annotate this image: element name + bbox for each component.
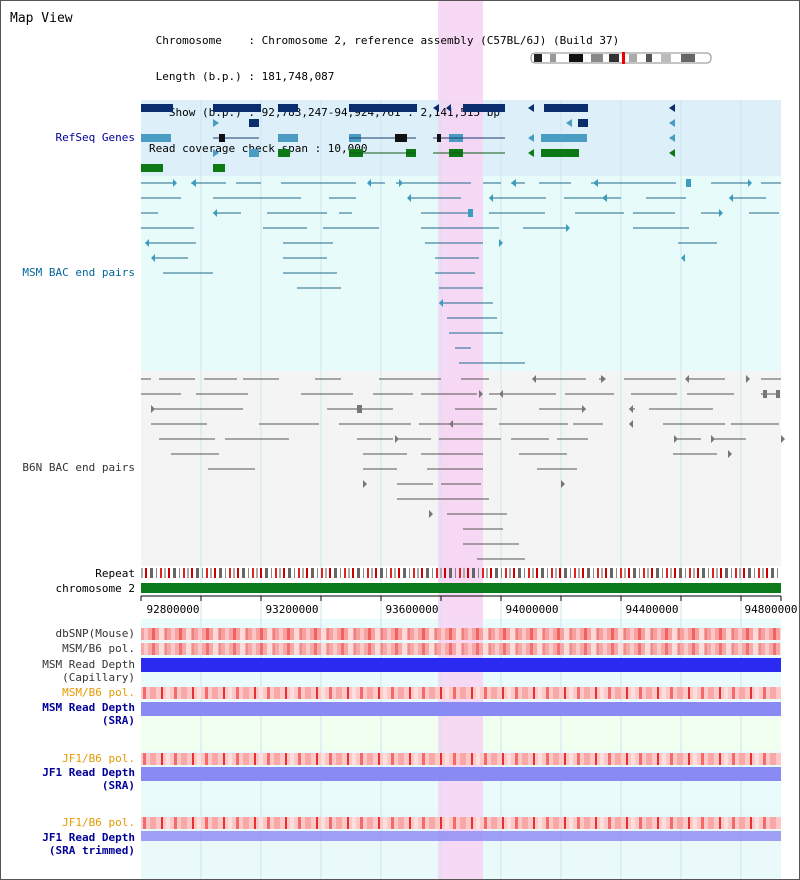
axis-tick-label: 93200000 (265, 603, 319, 616)
track-label-sra-trimmed: (SRA trimmed) (48, 844, 135, 857)
track-label-msm-b6-pol-2[interactable]: MSM/B6 pol. (62, 686, 135, 699)
axis-tick-label: 92800000 (146, 603, 200, 616)
track-label-msm-bac[interactable]: MSM BAC end pairs (22, 266, 135, 279)
track-label-msm-read-depth[interactable]: MSM Read Depth (42, 658, 135, 671)
axis-tick-label: 94400000 (625, 603, 679, 616)
track-label-dbsnp[interactable]: dbSNP(Mouse) (55, 627, 135, 640)
track-label-msm-read-depth-sra[interactable]: MSM Read Depth (42, 701, 135, 714)
track-label-sra: (SRA) (101, 714, 135, 727)
axis-tick-label: 93600000 (385, 603, 439, 616)
info-line: Length (b.p.) : 181,748,087 (149, 70, 335, 83)
track-label-refseq[interactable]: RefSeq Genes (55, 131, 135, 144)
info-line: Read coverage check span : 10,000 (149, 142, 368, 155)
track-label-repeat[interactable]: Repeat (95, 567, 135, 580)
track-label-jf1-read-depth-trimmed[interactable]: JF1 Read Depth (42, 831, 135, 844)
chromosome-bar[interactable] (141, 583, 781, 593)
page-title: Map View (10, 11, 73, 26)
info-line: Chromosome : Chromosome 2, reference ass… (149, 34, 620, 47)
track-label-jf1-read-depth-sra[interactable]: JF1 Read Depth (42, 766, 135, 779)
track-label-chromosome[interactable]: chromosome 2 (55, 582, 135, 595)
axis-tick-label: 94000000 (505, 603, 559, 616)
track-label-jf1-sra: (SRA) (101, 779, 135, 792)
track-label-b6n-bac[interactable]: B6N BAC end pairs (22, 461, 135, 474)
axis-tick-label: 94800000 (744, 603, 798, 616)
track-label-jf1-b6-pol[interactable]: JF1/B6 pol. (62, 752, 135, 765)
selected-region-highlight (438, 1, 483, 879)
track-label-jf1-b6-pol-2[interactable]: JF1/B6 pol. (62, 816, 135, 829)
track-label-msm-b6-pol[interactable]: MSM/B6 pol. (62, 642, 135, 655)
track-label-capillary: (Capillary) (62, 671, 135, 684)
